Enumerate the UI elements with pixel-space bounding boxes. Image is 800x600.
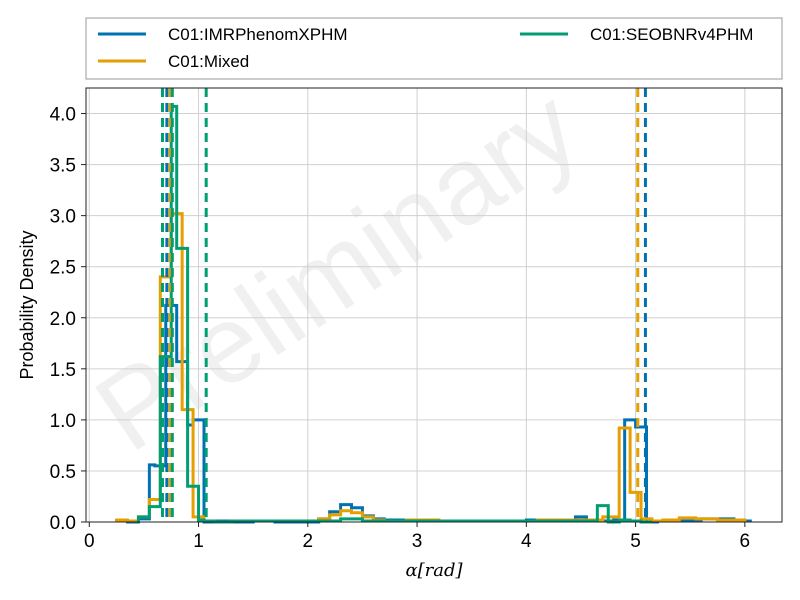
legend-frame [85, 17, 783, 80]
x-tick-label: 0 [84, 531, 95, 552]
x-tick-label: 6 [740, 531, 751, 552]
y-tick-label: 2.0 [50, 309, 76, 330]
y-tick-label: 3.5 [50, 156, 76, 177]
x-tick-label: 3 [412, 531, 423, 552]
y-tick-label: 2.5 [50, 258, 76, 279]
series-group [115, 88, 752, 524]
legend-label-imrphenomxphm: C01:IMRPhenomXPHM [168, 25, 348, 44]
ticks: 0 1 2 3 4 5 6 0.0 0.5 1.0 1.5 2.0 2.5 3.0 3.5 4.0 [50, 105, 751, 552]
y-tick-label: 4.0 [50, 105, 76, 126]
series-c01-imrphenomxphm [115, 304, 752, 524]
x-tick-label: 4 [521, 531, 532, 552]
plot-frame [85, 87, 783, 523]
y-tick-label: 1.5 [50, 360, 76, 381]
legend: C01:IMRPhenomXPHM C01:Mixed C01:SEOBNRv4… [85, 17, 783, 80]
y-tick-label: 0.0 [50, 513, 76, 534]
x-tick-label: 5 [630, 531, 641, 552]
watermark: Preliminary [75, 65, 600, 475]
legend-label-seobnrv4phm: C01:SEOBNRv4PHM [590, 25, 753, 44]
grid [86, 88, 782, 523]
histogram-step-c01-seobnrv4phm [136, 104, 652, 524]
y-axis-label: Probability Density [17, 230, 37, 379]
y-tick-label: 3.0 [50, 207, 76, 228]
x-axis-label: α[rad] [405, 560, 463, 581]
y-tick-label: 1.0 [50, 411, 76, 432]
histogram-step-c01-imrphenomxphm [115, 304, 752, 524]
series-c01-seobnrv4phm [136, 104, 652, 524]
y-tick-label: 0.5 [50, 462, 76, 483]
legend-label-mixed: C01:Mixed [168, 52, 249, 71]
x-tick-label: 1 [193, 531, 204, 552]
x-tick-label: 2 [303, 531, 314, 552]
